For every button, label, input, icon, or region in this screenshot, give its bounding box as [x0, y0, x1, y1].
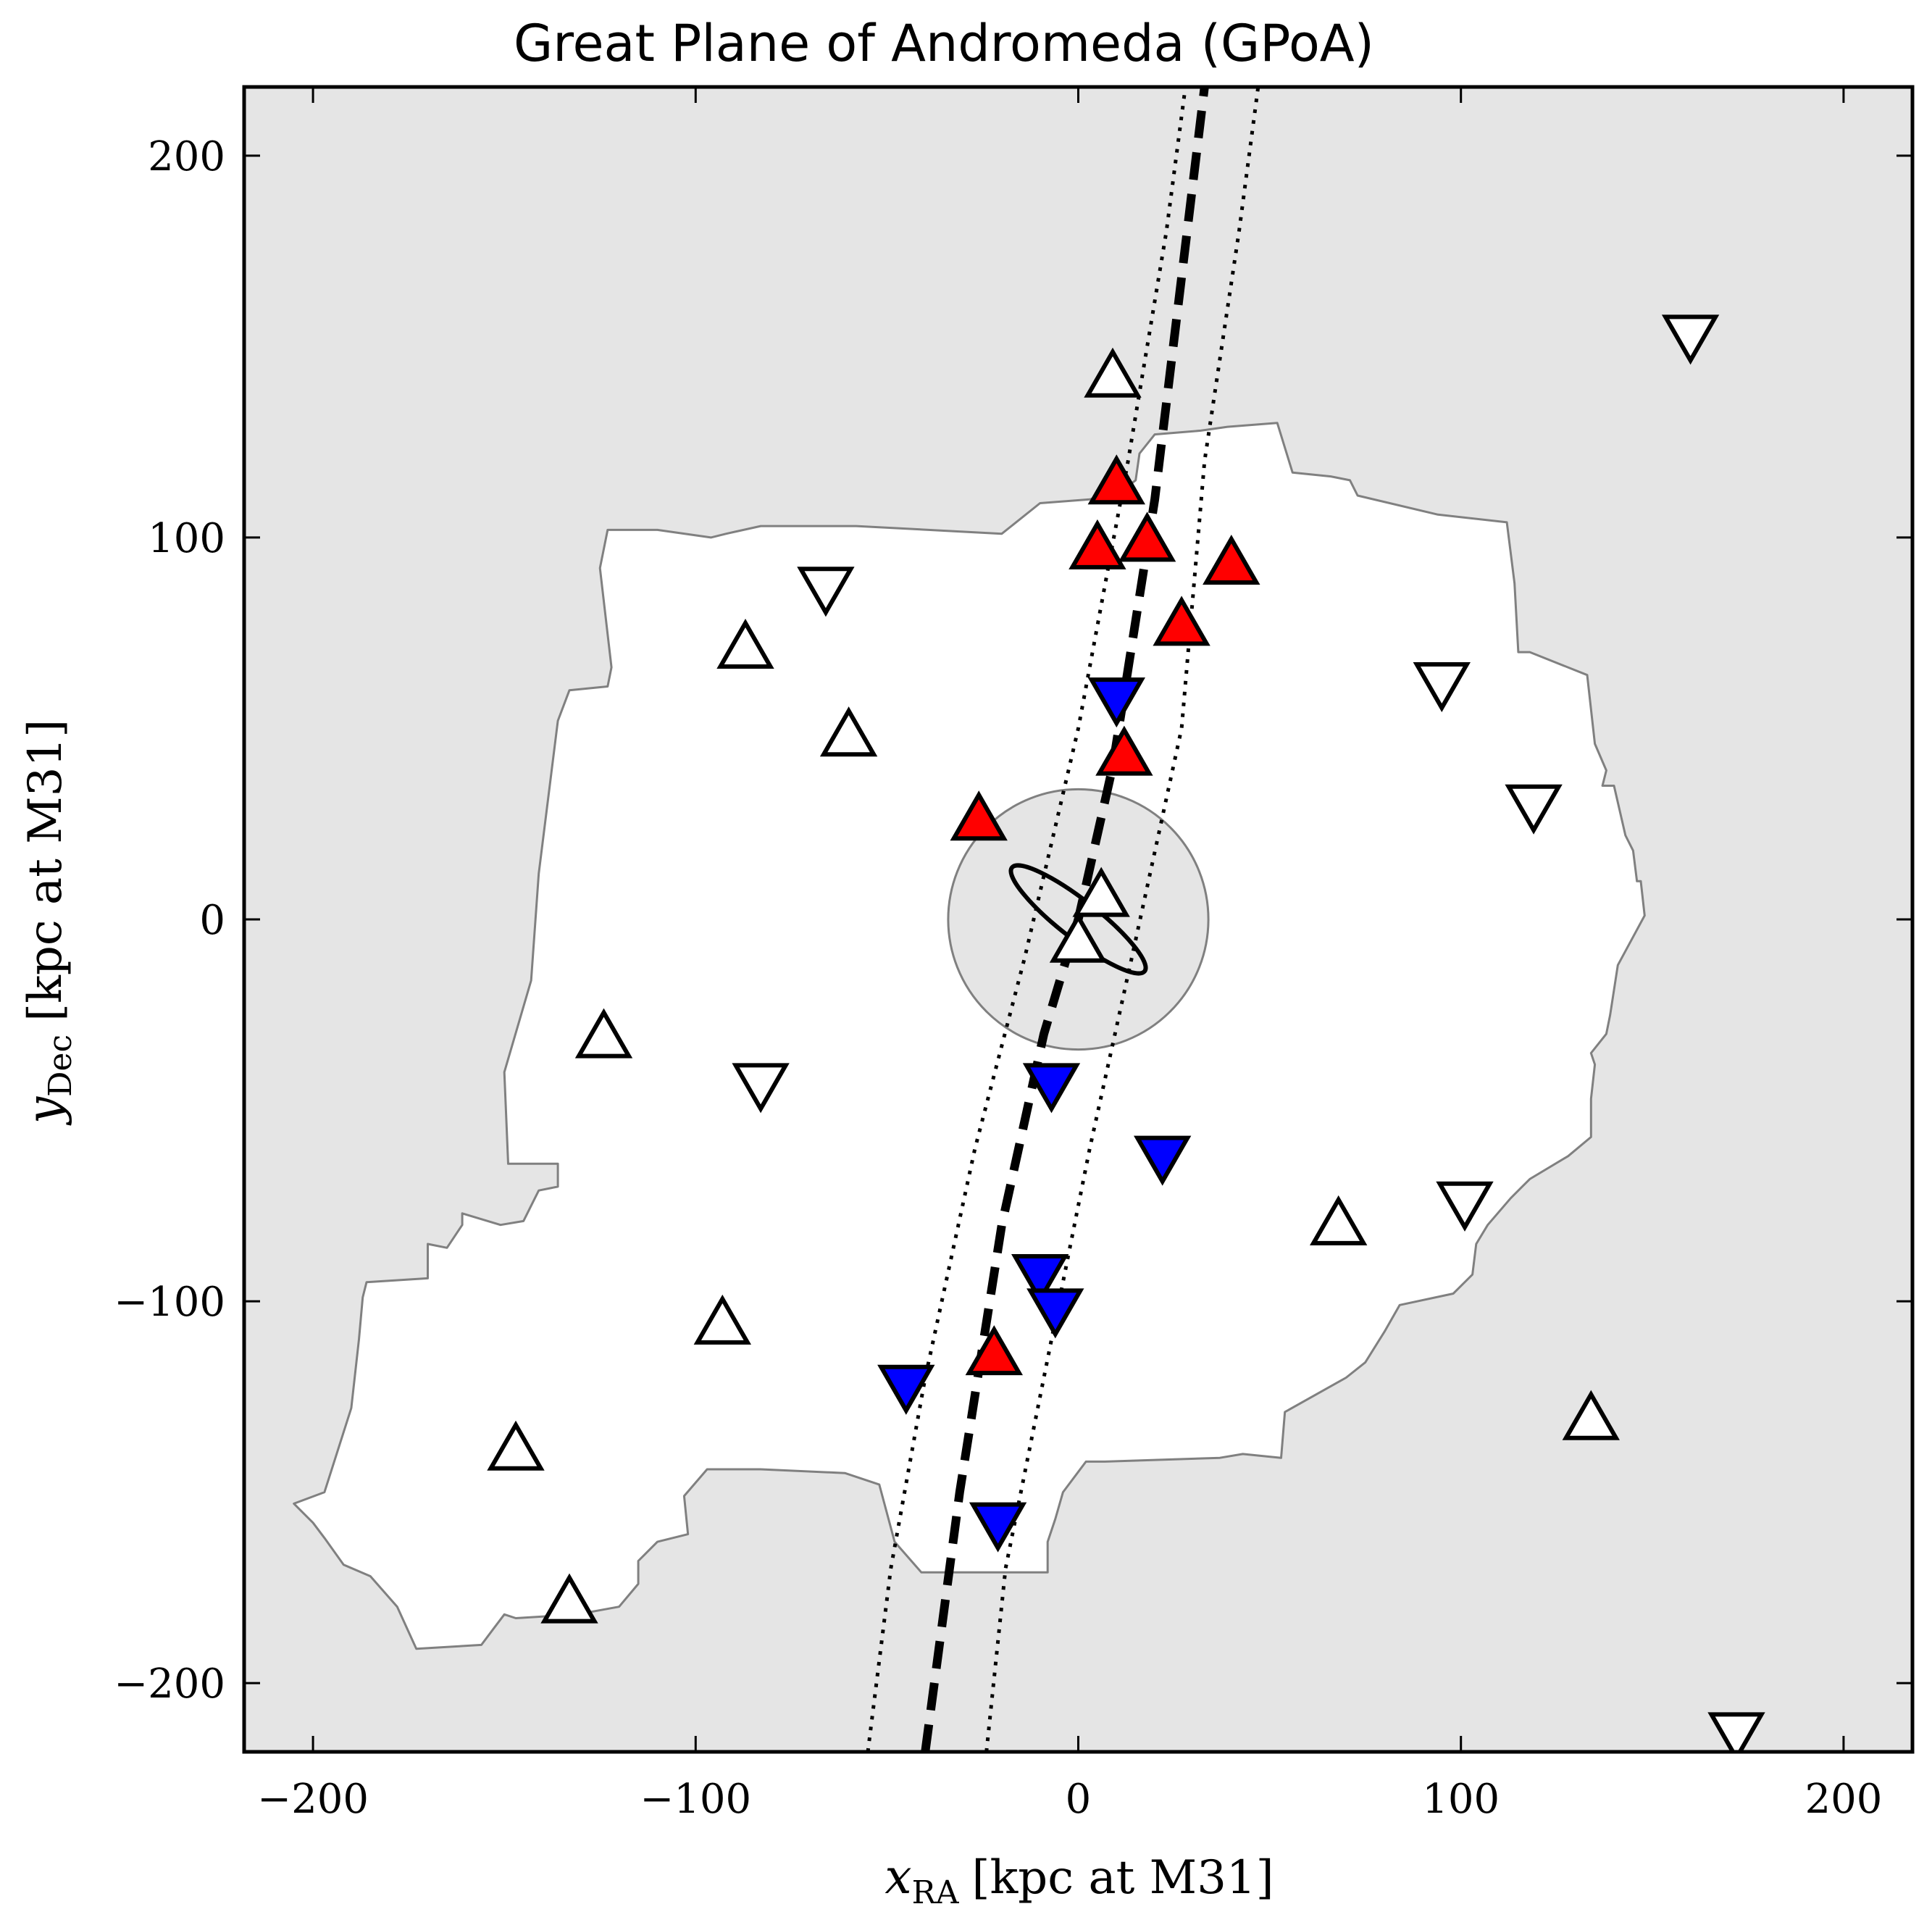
marker-triangle-down-1-4 — [1026, 1288, 1084, 1339]
x-axis-label: xRA [kpc at M31] — [885, 1849, 1274, 1911]
marker-triangle-up-0-7 — [965, 1325, 1023, 1376]
marker-triangle-up-2-7 — [693, 1294, 751, 1345]
y-tick-label: −100 — [114, 1279, 225, 1326]
x-tick-label: 0 — [1066, 1776, 1092, 1823]
survey-footprint — [293, 422, 1646, 1650]
marker-triangle-up-0-5 — [1095, 725, 1153, 776]
marker-triangle-up-0-1 — [1069, 519, 1126, 569]
marker-triangle-up-2-3 — [1072, 867, 1130, 917]
marker-triangle-up-0-6 — [950, 790, 1008, 841]
x-tick-label: 200 — [1805, 1776, 1882, 1823]
marker-triangle-down-3-1 — [797, 567, 855, 617]
marker-triangle-up-2-5 — [574, 1008, 633, 1058]
y-axis-label: yDec [kpc at M31] — [17, 719, 79, 1126]
y-tick-label: 200 — [148, 133, 225, 180]
y-tick-label: 100 — [148, 515, 225, 562]
marker-triangle-down-1-3 — [1011, 1254, 1069, 1305]
marker-triangle-down-3-5 — [1436, 1181, 1494, 1232]
marker-triangle-down-1-6 — [969, 1502, 1027, 1553]
marker-triangle-up-0-0 — [1087, 454, 1145, 505]
plot-content — [293, 87, 1765, 1752]
marker-triangle-up-2-9 — [1562, 1390, 1620, 1440]
marker-triangle-up-0-4 — [1153, 596, 1210, 646]
x-axis-label-text: [kpc at M31] — [972, 1851, 1274, 1905]
marker-triangle-up-2-4 — [1049, 912, 1108, 963]
y-tick-label: 0 — [199, 897, 225, 944]
marker-triangle-down-3-0 — [1661, 314, 1720, 365]
chart-title: Great Plane of Andromeda (GPoA) — [514, 14, 1374, 73]
marker-triangle-down-3-4 — [732, 1063, 790, 1114]
marker-triangle-down-3-2 — [1413, 662, 1471, 713]
marker-triangle-down-3-3 — [1505, 784, 1563, 835]
plot-area — [242, 85, 1915, 1754]
marker-triangle-down-1-1 — [1022, 1063, 1081, 1114]
marker-triangle-up-2-10 — [540, 1573, 598, 1624]
marker-triangle-up-2-6 — [1310, 1195, 1368, 1245]
y-axis-label-text: [kpc at M31] — [19, 719, 72, 1022]
y-axis-label-variable: y — [17, 1096, 72, 1126]
x-tick-label: −100 — [640, 1776, 751, 1823]
x-axis-label-variable: x — [885, 1849, 911, 1905]
marker-triangle-down-3-6 — [1707, 1712, 1765, 1752]
marker-triangle-up-2-1 — [716, 618, 774, 669]
marker-triangle-down-1-5 — [877, 1364, 935, 1415]
axis-ticks: −200 −100 0 100 200 −200 −100 0 100 200 — [114, 87, 1912, 1823]
x-tick-label: −200 — [257, 1776, 369, 1823]
marker-triangle-up-2-2 — [819, 706, 878, 757]
marker-triangle-down-1-0 — [1087, 677, 1145, 728]
y-axis-label-subscript: Dec — [42, 1035, 79, 1097]
marker-triangle-up-0-3 — [1203, 534, 1260, 585]
y-tick-label: −200 — [114, 1661, 225, 1708]
marker-triangle-up-0-2 — [1118, 511, 1176, 562]
marker-triangle-up-2-0 — [1084, 347, 1142, 398]
x-tick-label: 100 — [1422, 1776, 1500, 1823]
marker-triangle-up-2-8 — [487, 1420, 545, 1471]
marker-triangle-down-1-2 — [1134, 1135, 1192, 1186]
x-axis-label-subscript: RA — [912, 1874, 960, 1911]
